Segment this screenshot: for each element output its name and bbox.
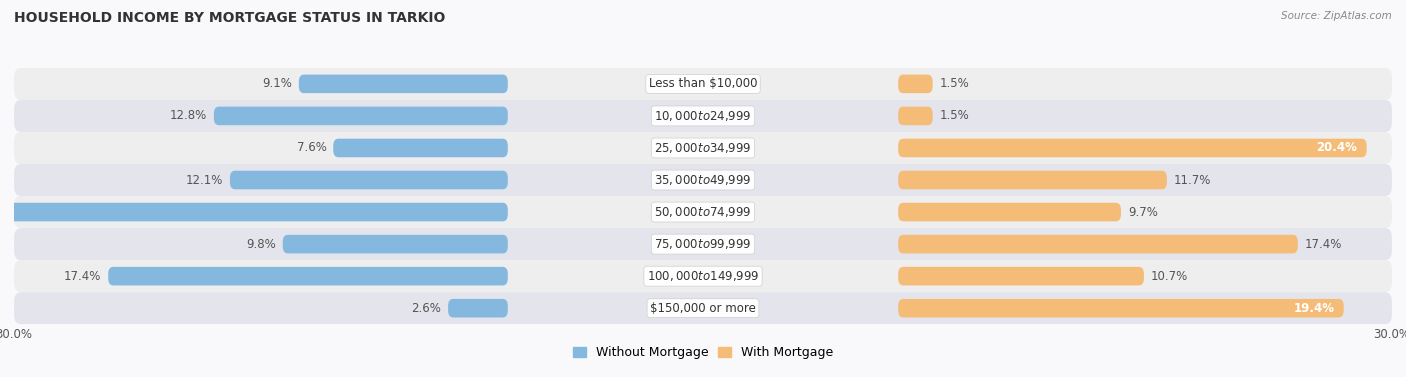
FancyBboxPatch shape: [898, 267, 1144, 285]
FancyBboxPatch shape: [231, 171, 508, 189]
Text: Less than $10,000: Less than $10,000: [648, 77, 758, 90]
Legend: Without Mortgage, With Mortgage: Without Mortgage, With Mortgage: [568, 341, 838, 364]
FancyBboxPatch shape: [299, 75, 508, 93]
FancyBboxPatch shape: [14, 228, 1392, 260]
Text: 9.1%: 9.1%: [262, 77, 292, 90]
FancyBboxPatch shape: [14, 164, 1392, 196]
Text: 12.8%: 12.8%: [170, 109, 207, 123]
Text: 7.6%: 7.6%: [297, 141, 326, 155]
FancyBboxPatch shape: [333, 139, 508, 157]
FancyBboxPatch shape: [14, 68, 1392, 100]
FancyBboxPatch shape: [14, 260, 1392, 292]
FancyBboxPatch shape: [898, 203, 1121, 221]
Text: 9.7%: 9.7%: [1128, 205, 1157, 219]
Text: 10.7%: 10.7%: [1152, 270, 1188, 283]
FancyBboxPatch shape: [14, 292, 1392, 324]
FancyBboxPatch shape: [449, 299, 508, 317]
Text: $25,000 to $34,999: $25,000 to $34,999: [654, 141, 752, 155]
FancyBboxPatch shape: [214, 107, 508, 125]
Text: $50,000 to $74,999: $50,000 to $74,999: [654, 205, 752, 219]
Text: 19.4%: 19.4%: [1294, 302, 1334, 315]
FancyBboxPatch shape: [898, 139, 1367, 157]
FancyBboxPatch shape: [898, 75, 932, 93]
Text: Source: ZipAtlas.com: Source: ZipAtlas.com: [1281, 11, 1392, 21]
FancyBboxPatch shape: [898, 299, 1344, 317]
Text: 2.6%: 2.6%: [412, 302, 441, 315]
FancyBboxPatch shape: [283, 235, 508, 253]
Text: $10,000 to $24,999: $10,000 to $24,999: [654, 109, 752, 123]
Text: HOUSEHOLD INCOME BY MORTGAGE STATUS IN TARKIO: HOUSEHOLD INCOME BY MORTGAGE STATUS IN T…: [14, 11, 446, 25]
FancyBboxPatch shape: [898, 171, 1167, 189]
Text: 12.1%: 12.1%: [186, 173, 224, 187]
Text: 11.7%: 11.7%: [1174, 173, 1211, 187]
Text: $150,000 or more: $150,000 or more: [650, 302, 756, 315]
FancyBboxPatch shape: [898, 235, 1298, 253]
Text: 17.4%: 17.4%: [1305, 238, 1343, 251]
FancyBboxPatch shape: [0, 203, 508, 221]
FancyBboxPatch shape: [898, 107, 932, 125]
Text: $35,000 to $49,999: $35,000 to $49,999: [654, 173, 752, 187]
Text: $75,000 to $99,999: $75,000 to $99,999: [654, 237, 752, 251]
Text: 20.4%: 20.4%: [1316, 141, 1358, 155]
FancyBboxPatch shape: [14, 100, 1392, 132]
FancyBboxPatch shape: [14, 196, 1392, 228]
FancyBboxPatch shape: [14, 132, 1392, 164]
FancyBboxPatch shape: [108, 267, 508, 285]
Text: 1.5%: 1.5%: [939, 109, 969, 123]
Text: 17.4%: 17.4%: [63, 270, 101, 283]
Text: 9.8%: 9.8%: [246, 238, 276, 251]
Text: $100,000 to $149,999: $100,000 to $149,999: [647, 269, 759, 283]
Text: 1.5%: 1.5%: [939, 77, 969, 90]
